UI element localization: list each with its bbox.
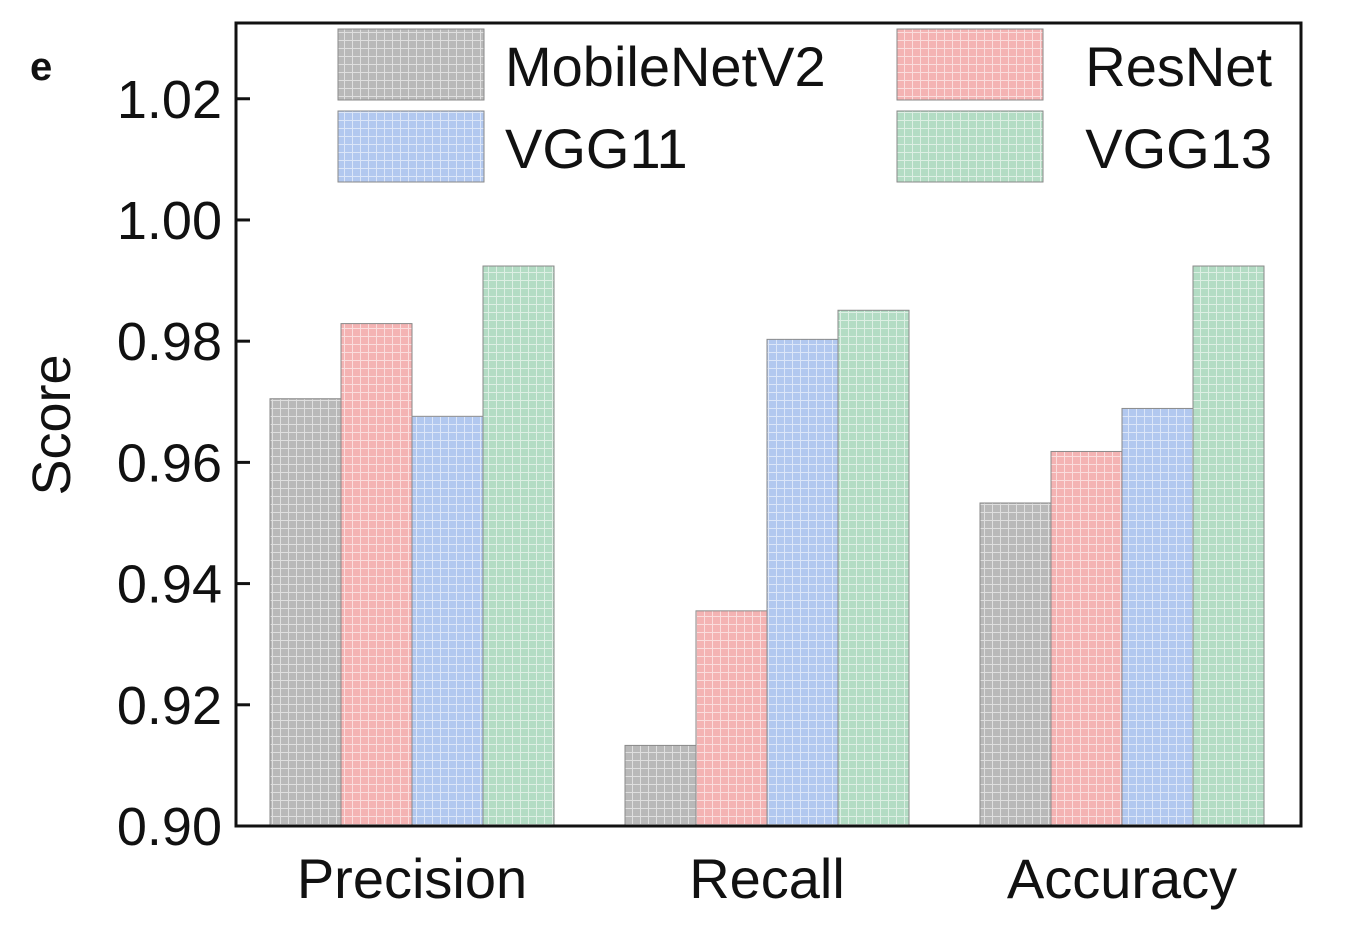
bar-mobilenetv2-accuracy bbox=[979, 502, 1052, 827]
plot-frame bbox=[234, 21, 1303, 828]
bar-mobilenetv2-precision bbox=[269, 398, 342, 827]
bar-vgg13-accuracy bbox=[1192, 265, 1265, 827]
bar-resnet-precision bbox=[340, 323, 413, 827]
panel-label: e bbox=[30, 45, 52, 89]
y-axis-label: Score bbox=[22, 354, 82, 495]
legend: MobileNetV2 ResNet VGG11 VGG13 bbox=[337, 28, 1272, 183]
legend-item-resnet: ResNet bbox=[896, 28, 1272, 101]
y-tick-label: 0.98 bbox=[117, 312, 222, 372]
y-tick-label: 0.94 bbox=[117, 555, 222, 615]
y-tick-label: 1.02 bbox=[117, 70, 222, 130]
legend-swatch bbox=[337, 110, 485, 183]
x-tick-label: Recall bbox=[689, 847, 845, 910]
bar-resnet-accuracy bbox=[1050, 450, 1123, 827]
bar-vgg11-precision bbox=[411, 415, 484, 827]
legend-item-vgg13: VGG13 bbox=[896, 110, 1272, 183]
x-tick-label: Accuracy bbox=[1007, 847, 1237, 910]
legend-swatch bbox=[896, 28, 1044, 101]
legend-swatch bbox=[337, 28, 485, 101]
y-tick-label: 0.96 bbox=[117, 433, 222, 493]
legend-item-vgg11: VGG11 bbox=[337, 110, 688, 183]
bar-vgg13-recall bbox=[837, 309, 910, 827]
x-axis: Precision Recall Accuracy bbox=[297, 847, 1237, 910]
legend-label: MobileNetV2 bbox=[505, 35, 826, 98]
legend-label: VGG13 bbox=[1085, 117, 1272, 180]
legend-label: VGG11 bbox=[505, 117, 688, 180]
bar-resnet-recall bbox=[695, 610, 768, 827]
bar-vgg11-accuracy bbox=[1121, 407, 1194, 827]
y-tick-label: 0.92 bbox=[117, 676, 222, 736]
y-axis: 0.90 0.92 0.94 0.96 0.98 1.00 1.02 bbox=[117, 70, 250, 857]
x-tick-label: Precision bbox=[297, 847, 527, 910]
legend-swatch bbox=[896, 110, 1044, 183]
bar-vgg13-precision bbox=[482, 265, 555, 827]
bars-layer bbox=[269, 265, 1265, 827]
bar-mobilenetv2-recall bbox=[624, 744, 697, 827]
legend-label: ResNet bbox=[1085, 35, 1272, 98]
y-tick-label: 0.90 bbox=[117, 797, 222, 857]
bar-vgg11-recall bbox=[766, 338, 839, 827]
legend-item-mobilenetv2: MobileNetV2 bbox=[337, 28, 826, 101]
y-tick-label: 1.00 bbox=[117, 191, 222, 251]
